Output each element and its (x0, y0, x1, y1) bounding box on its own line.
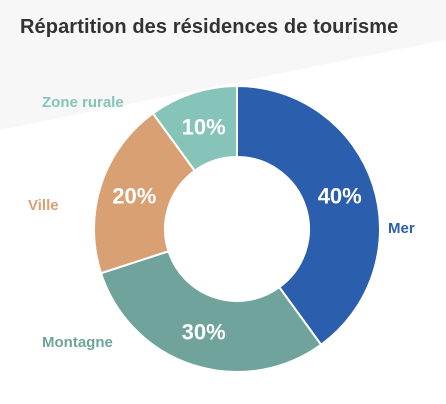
category-label-mer: Mer (388, 220, 415, 237)
slice-ville (93, 111, 197, 275)
value-label-mer: 40% (318, 184, 362, 209)
slice-montagne (99, 249, 323, 373)
category-label-zone-rurale: Zone rurale (42, 94, 124, 111)
slice-zone-rurale (151, 84, 238, 173)
value-label-zone-rurale: 10% (182, 114, 226, 139)
slice-mer (236, 84, 381, 347)
chart-title: Répartition des résidences de tourisme (20, 16, 399, 38)
category-label-montagne: Montagne (42, 334, 113, 351)
value-label-ville: 20% (112, 184, 156, 209)
value-label-montagne: 30% (182, 320, 226, 345)
category-label-ville: Ville (28, 197, 59, 214)
